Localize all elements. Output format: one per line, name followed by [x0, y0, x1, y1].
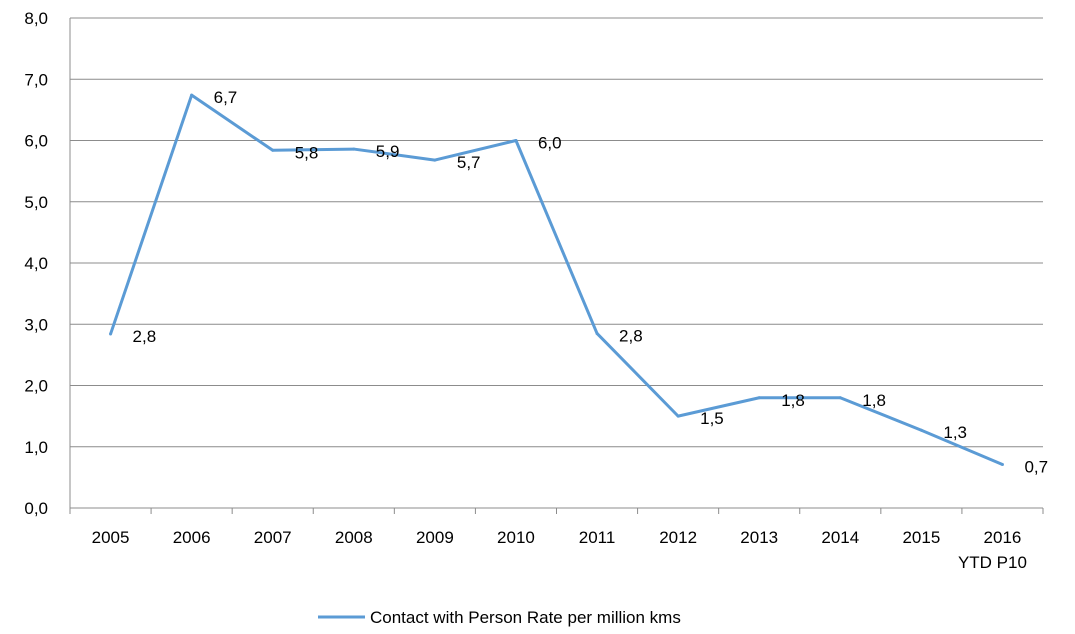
y-tick-label: 5,0 [24, 193, 48, 212]
data-label: 0,7 [1024, 458, 1048, 477]
data-point [757, 396, 761, 400]
x-tick-label: 2010 [497, 528, 535, 547]
data-label: 2,8 [133, 327, 157, 346]
data-point [190, 93, 194, 97]
data-point [595, 331, 599, 335]
data-label: 1,3 [943, 423, 967, 442]
x-tick-label: 2009 [416, 528, 454, 547]
y-tick-label: 3,0 [24, 315, 48, 334]
data-label: 5,9 [376, 142, 400, 161]
data-label: 1,8 [862, 391, 886, 410]
x-tick-label: 2012 [659, 528, 697, 547]
legend-label: Contact with Person Rate per million kms [370, 608, 681, 627]
data-point [676, 414, 680, 418]
x-tick-label: 2016 [984, 528, 1022, 547]
series [109, 93, 1004, 467]
axes: 0,0 1,0 2,0 3,0 4,0 5,0 6,0 7,0 8,0 2005 2006 2007 2… [24, 9, 1044, 572]
data-point [433, 158, 437, 162]
x-tick-label: 2006 [173, 528, 211, 547]
data-point [919, 428, 923, 432]
series-line [109, 93, 1004, 466]
x-tick-label: 2007 [254, 528, 292, 547]
y-tick-label: 2,0 [24, 377, 48, 396]
data-labels: 2,8 6,7 5,8 5,9 5,7 6,0 2,8 1,5 1,8 1,8 1,3 0,7 [133, 88, 1049, 476]
data-point [271, 148, 275, 152]
data-label: 5,7 [457, 153, 481, 172]
x-tick-label: 2005 [92, 528, 130, 547]
y-tick-label: 8,0 [24, 9, 48, 28]
x-tick-label: 2015 [902, 528, 940, 547]
data-label: 2,8 [619, 326, 643, 345]
y-tick-label: 1,0 [24, 438, 48, 457]
gridlines [70, 17, 1043, 448]
y-tick-label: 6,0 [24, 132, 48, 151]
data-label: 1,5 [700, 409, 724, 428]
y-tick-label: 4,0 [24, 254, 48, 273]
data-point [838, 396, 842, 400]
x-tick-label: 2011 [579, 528, 616, 547]
data-point [514, 139, 518, 142]
x-tick-label: YTD P10 [958, 553, 1027, 572]
y-tick-label: 7,0 [24, 70, 48, 89]
x-tick-label: 2014 [821, 528, 859, 547]
y-tick-label: 0,0 [24, 499, 48, 518]
data-label: 6,7 [214, 88, 238, 107]
legend: Contact with Person Rate per million kms [318, 608, 681, 627]
x-tick-label: 2013 [740, 528, 778, 547]
data-point [1000, 463, 1004, 467]
data-point [109, 332, 113, 336]
data-label: 6,0 [538, 134, 562, 153]
data-label: 5,8 [295, 143, 319, 162]
data-point [352, 147, 356, 151]
data-label: 1,8 [781, 391, 805, 410]
x-tick-label: 2008 [335, 528, 373, 547]
